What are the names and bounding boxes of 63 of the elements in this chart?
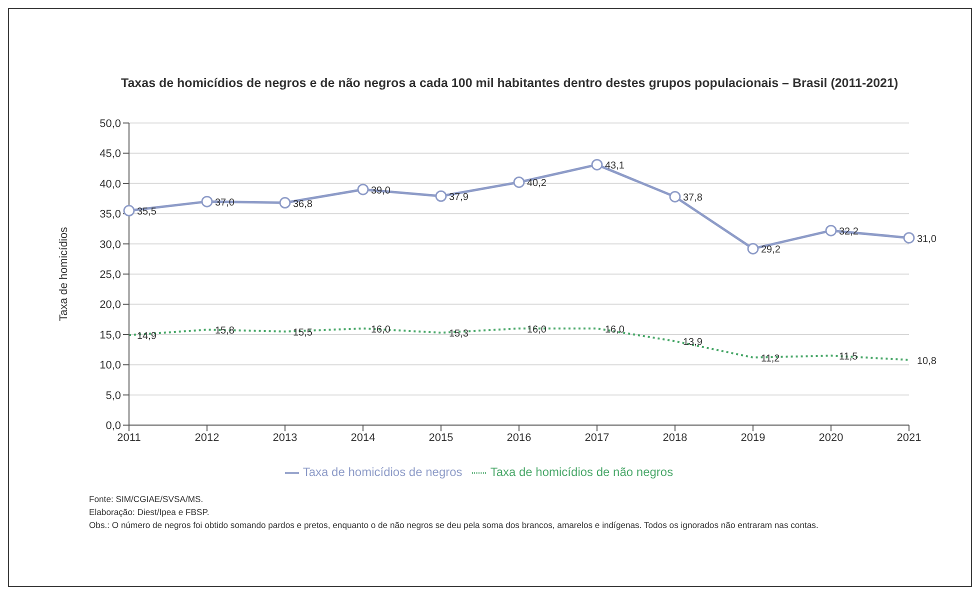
x-tick-label: 2021	[896, 432, 922, 444]
data-label: 16,0	[371, 324, 391, 336]
text: Obs.: O número de negros foi obtido somando pardos e pretos, enquanto o de não negros se deu pela soma dos brancos, amarelos e indígenas. Todos os ignorados não entraram nas contas.	[89, 519, 820, 532]
line-series	[128, 327, 910, 361]
x-tick-label: 2016	[506, 432, 532, 444]
data-label: 11,5	[839, 352, 858, 363]
y-tick-label: 10,0	[100, 360, 121, 372]
text: Elaboração: Diest/Ipea e FBSP.	[89, 506, 210, 519]
y-tick-label: 0,0	[106, 420, 121, 432]
data-label: 14,9	[137, 331, 157, 342]
point	[123, 204, 135, 216]
data-label: 37,0	[215, 198, 235, 209]
x-tick-label: 2013	[272, 432, 298, 444]
x-tick-label: 2012	[194, 432, 220, 444]
y-tick-label: 50,0	[100, 118, 121, 130]
data-label: 35,5	[137, 206, 157, 218]
point	[201, 196, 213, 208]
y-tick-label: 25,0	[100, 268, 121, 281]
data-label: 10,8	[917, 356, 937, 367]
x-tick-label: 2011	[117, 432, 141, 444]
point	[747, 242, 759, 254]
point	[279, 197, 291, 209]
y-tick-label: 5,0	[106, 390, 121, 402]
data-label: 32,2	[839, 226, 859, 238]
x-tick-label: 2020	[818, 432, 844, 444]
data-label: 31,0	[917, 234, 937, 245]
data-label: 43,1	[605, 160, 625, 172]
y-tick-label: 20,0	[100, 299, 121, 312]
data-label: 37,9	[449, 192, 469, 204]
data-label: 15,5	[293, 328, 313, 338]
data-label: 16,0	[527, 324, 547, 336]
point	[669, 190, 681, 202]
data-label: 29,2	[761, 244, 781, 256]
data-label: 37,8	[683, 192, 703, 204]
legend-label: Taxa de homicídios de negros	[302, 465, 462, 480]
data-label: 15,3	[449, 328, 469, 340]
point	[591, 158, 603, 170]
point	[513, 176, 525, 188]
data-label: 40,2	[527, 178, 547, 190]
data-label: 11,2	[761, 353, 780, 364]
point	[825, 224, 837, 236]
point	[903, 232, 915, 244]
data-label: 36,8	[293, 198, 313, 210]
x-tick-label: 2014	[350, 432, 376, 444]
point	[357, 184, 369, 196]
data-label: 39,0	[371, 185, 391, 196]
x-tick-label: 2019	[740, 432, 766, 444]
y-tick-label: 35,0	[100, 208, 121, 221]
y-axis-title: Taxa de homicídios	[58, 226, 70, 322]
source-note: Fonte: SIM/CGIAE/SVSA/MS.	[89, 493, 204, 506]
x-tick-label: 2017	[584, 432, 610, 444]
y-tick-label: 40,0	[100, 178, 121, 190]
legend-label: Taxa de homicídios de não negros	[490, 465, 674, 480]
y-tick-label: 30,0	[100, 238, 121, 251]
point	[435, 190, 447, 202]
data-label: 13,9	[683, 337, 703, 348]
data-label: 15,8	[215, 326, 235, 337]
y-tick-label: 45,0	[100, 148, 121, 160]
x-tick-label: 2018	[662, 432, 688, 444]
y-tick-label: 15,0	[100, 329, 121, 342]
chart-title: Taxas de homicídios de negros e de não negros a cada 100 mil habitantes dentro destes grupos populacionais – Brasil (2011-2021)	[121, 75, 900, 92]
data-label: 16,0	[605, 324, 625, 336]
x-tick-label: 2015	[428, 432, 454, 444]
